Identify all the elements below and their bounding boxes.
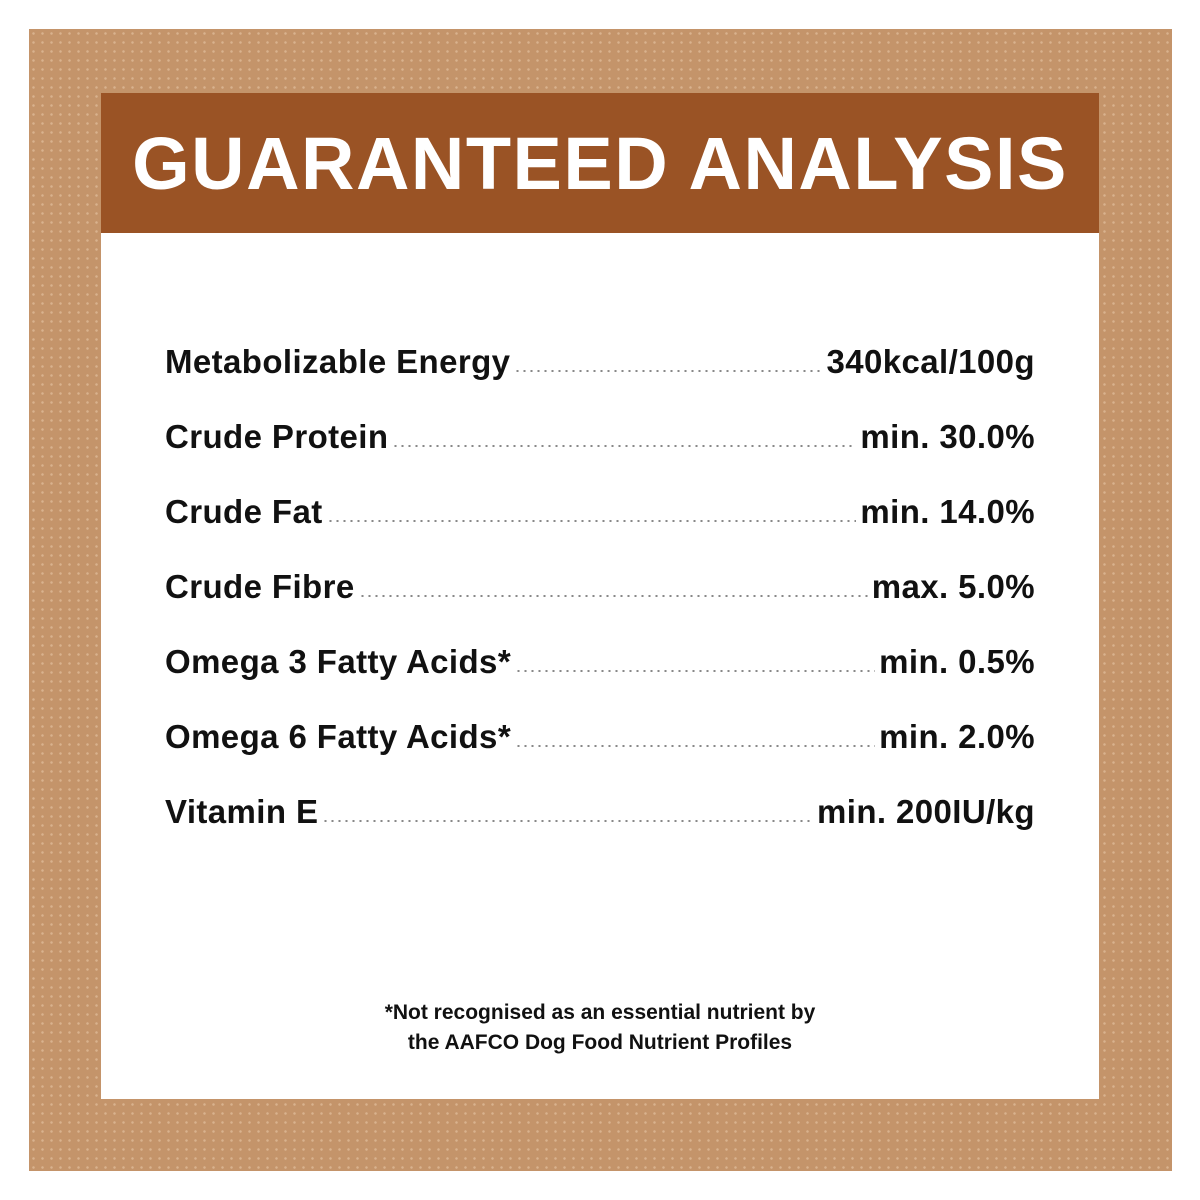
dot-leader [515, 669, 876, 673]
analysis-panel: GUARANTEED ANALYSIS Metabolizable Energy… [101, 93, 1099, 1099]
dot-leader [322, 819, 814, 823]
nutrient-row: Metabolizable Energy 340kcal/100g [165, 343, 1035, 418]
dot-leader [514, 369, 823, 373]
page-title: GUARANTEED ANALYSIS [132, 121, 1068, 205]
footnote: *Not recognised as an essential nutrient… [101, 998, 1099, 1058]
dot-leader [326, 519, 857, 523]
nutrient-row: Vitamin E min. 200IU/kg [165, 793, 1035, 868]
nutrient-value: min. 2.0% [879, 718, 1035, 755]
footnote-line-1: *Not recognised as an essential nutrient… [384, 1001, 816, 1024]
nutrient-label: Crude Fat [165, 493, 323, 530]
dot-leader [392, 444, 857, 448]
nutrient-label: Omega 6 Fatty Acids* [165, 718, 512, 755]
nutrient-value: 340kcal/100g [826, 343, 1035, 380]
nutrient-label: Vitamin E [165, 793, 319, 830]
nutrient-row: Omega 6 Fatty Acids* min. 2.0% [165, 718, 1035, 793]
nutrient-row: Crude Fibre max. 5.0% [165, 568, 1035, 643]
nutrient-value: max. 5.0% [871, 568, 1035, 605]
dot-leader [515, 744, 876, 748]
nutrient-value: min. 30.0% [860, 418, 1035, 455]
nutrient-table: Metabolizable Energy 340kcal/100g Crude P… [165, 343, 1035, 868]
nutrient-label: Omega 3 Fatty Acids* [165, 643, 512, 680]
footnote-line-2: the AAFCO Dog Food Nutrient Profiles [407, 1031, 793, 1054]
header-band: GUARANTEED ANALYSIS [101, 93, 1099, 233]
nutrient-value: min. 0.5% [879, 643, 1035, 680]
dot-leader [358, 594, 868, 598]
nutrient-row: Crude Protein min. 30.0% [165, 418, 1035, 493]
nutrient-label: Crude Fibre [165, 568, 355, 605]
nutrient-value: min. 14.0% [860, 493, 1035, 530]
nutrient-row: Omega 3 Fatty Acids* min. 0.5% [165, 643, 1035, 718]
nutrient-label: Metabolizable Energy [165, 343, 511, 380]
nutrient-value: min. 200IU/kg [817, 793, 1035, 830]
nutrient-row: Crude Fat min. 14.0% [165, 493, 1035, 568]
nutrient-label: Crude Protein [165, 418, 389, 455]
